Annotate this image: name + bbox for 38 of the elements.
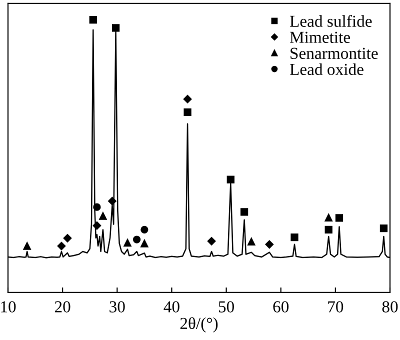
point: [207, 237, 216, 246]
point: [265, 240, 274, 249]
point: [108, 196, 116, 206]
point: [240, 208, 248, 216]
point: [132, 236, 141, 244]
x-tick-label: 10: [1, 301, 16, 312]
point: [93, 203, 101, 211]
x-tick-label: 50: [218, 301, 234, 312]
point: [140, 226, 148, 234]
point: [184, 108, 192, 116]
point: [140, 240, 148, 248]
point: [380, 224, 388, 232]
point: [99, 212, 107, 220]
legend-label: Senarmontite: [290, 48, 378, 59]
x-tick-label: 40: [164, 301, 180, 312]
point: [324, 214, 332, 222]
point: [324, 226, 332, 234]
x-tick-label: 80: [382, 301, 398, 312]
point: [290, 234, 298, 242]
point: [23, 242, 31, 250]
point: [183, 94, 192, 104]
x-tick-label: 60: [273, 301, 289, 312]
point: [335, 214, 344, 222]
x-tick-label: 20: [54, 301, 70, 312]
point: [92, 221, 102, 230]
legend-label: Lead sulfide: [290, 15, 372, 27]
x-tick-label: 30: [110, 301, 125, 312]
point: [248, 238, 256, 246]
point: [112, 24, 120, 32]
point: [89, 16, 97, 24]
x-axis-title: 2θ/(°): [180, 317, 218, 332]
x-tick-label: 70: [328, 301, 344, 312]
legend-label: Lead oxide: [290, 63, 364, 76]
point: [226, 176, 234, 184]
legend-label: Mimetite: [290, 32, 350, 43]
point: [63, 234, 72, 242]
point: [124, 238, 132, 247]
point: [57, 242, 66, 250]
